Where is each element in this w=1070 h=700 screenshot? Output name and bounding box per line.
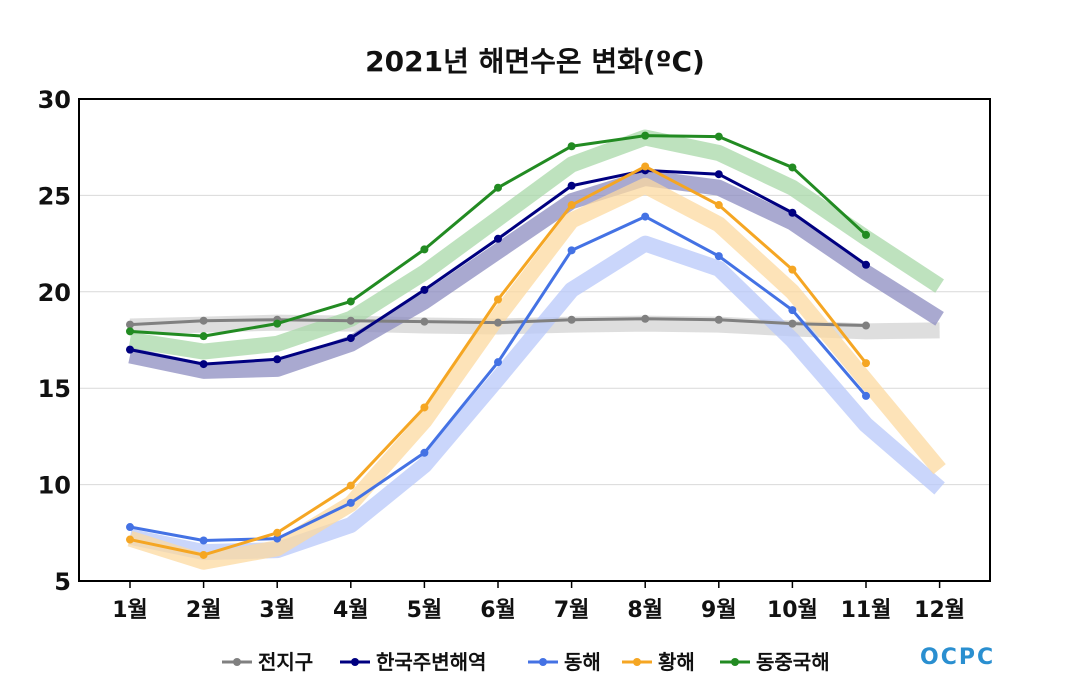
data-point [862, 321, 870, 330]
x-tick-label: 5월 [407, 598, 443, 623]
data-point [788, 163, 797, 172]
x-tick-label: 9월 [701, 598, 737, 623]
x-tick-label: 4월 [333, 598, 369, 623]
data-point [567, 246, 576, 255]
x-tick-label: 7월 [554, 598, 590, 623]
logo-text: OCPC [920, 645, 995, 670]
y-tick-label: 5 [54, 568, 71, 596]
data-point [420, 245, 429, 254]
data-point [714, 315, 723, 324]
data-point [714, 132, 723, 141]
data-point [420, 317, 429, 326]
legend-label: 황해 [658, 650, 695, 674]
x-axis-ticks: 1월 2월 3월 4월 5월 6월 7월 8월 9월 10월 11월 12월 [112, 581, 965, 623]
x-tick-label: 8월 [627, 598, 663, 623]
data-point [199, 332, 208, 341]
data-point [641, 314, 650, 323]
y-tick-label: 15 [38, 375, 71, 403]
data-point [346, 498, 355, 507]
y-tick-label: 25 [38, 182, 71, 210]
x-tick-label: 12월 [914, 598, 965, 623]
normal-band [128, 129, 944, 360]
data-point [273, 355, 282, 364]
y-axis-ticks: 5 10 15 20 25 30 [38, 86, 71, 596]
legend-swatch-marker [351, 658, 359, 666]
legend-swatch-marker [633, 658, 641, 666]
data-point [273, 319, 282, 328]
y-tick-label: 30 [38, 86, 71, 114]
legend-label: 동중국해 [756, 650, 830, 674]
data-point [494, 295, 502, 304]
data-point [567, 142, 576, 151]
data-point [126, 535, 134, 544]
x-tick-label: 1월 [112, 598, 148, 623]
data-point [714, 252, 723, 261]
data-point [273, 534, 282, 543]
data-point [714, 201, 723, 210]
plot-frame [78, 98, 991, 582]
data-point [199, 316, 208, 325]
legend: 전지구 한국주변해역 동해 황해 동중국해 [222, 650, 830, 674]
data-point [199, 550, 208, 559]
ocpc-logo: OCPC [920, 645, 995, 670]
y-tick-label: 10 [38, 472, 71, 500]
data-point [273, 528, 282, 537]
normal-band [128, 170, 944, 379]
normal-band [128, 235, 945, 561]
data-point [126, 320, 134, 329]
normal-bands [127, 129, 946, 570]
data-point [199, 360, 208, 369]
data-point [199, 536, 208, 545]
x-tick-label: 6월 [480, 598, 516, 623]
data-point [126, 523, 134, 532]
data-point [862, 230, 870, 239]
x-tick-label: 10월 [767, 598, 818, 623]
legend-label: 한국주변해역 [376, 650, 486, 674]
data-point [494, 183, 502, 192]
data-point [494, 358, 502, 367]
data-point [862, 260, 870, 269]
data-point [788, 306, 797, 315]
data-point [126, 345, 134, 354]
data-point [420, 403, 429, 412]
legend-swatch-marker [233, 658, 241, 666]
x-tick-label: 11월 [841, 598, 892, 623]
legend-swatch-marker [731, 658, 739, 666]
y-tick-label: 20 [38, 279, 71, 307]
data-point [420, 448, 429, 457]
data-point [567, 181, 576, 190]
data-point [567, 201, 576, 210]
normal-band [127, 177, 946, 570]
data-point [714, 170, 723, 179]
chart-title: 2021년 해면수온 변화(ºC) [365, 45, 705, 78]
data-point [346, 316, 355, 325]
data-point [788, 265, 797, 274]
data-point [641, 131, 650, 140]
data-point [346, 297, 355, 306]
data-point [862, 359, 870, 368]
legend-swatch-marker [539, 658, 547, 666]
data-point [494, 234, 502, 243]
data-point [126, 327, 134, 336]
data-point [494, 318, 502, 327]
data-point [641, 212, 650, 221]
legend-label: 동해 [564, 650, 601, 674]
data-point [346, 481, 355, 490]
data-point [567, 315, 576, 324]
data-point [346, 334, 355, 343]
data-point [862, 391, 870, 400]
x-tick-label: 3월 [259, 598, 295, 623]
x-tick-label: 2월 [186, 598, 222, 623]
data-point [788, 208, 797, 217]
legend-label: 전지구 [258, 650, 313, 674]
series-lines [126, 131, 870, 559]
data-point [788, 319, 797, 328]
data-point [641, 162, 650, 171]
data-point [420, 285, 429, 294]
